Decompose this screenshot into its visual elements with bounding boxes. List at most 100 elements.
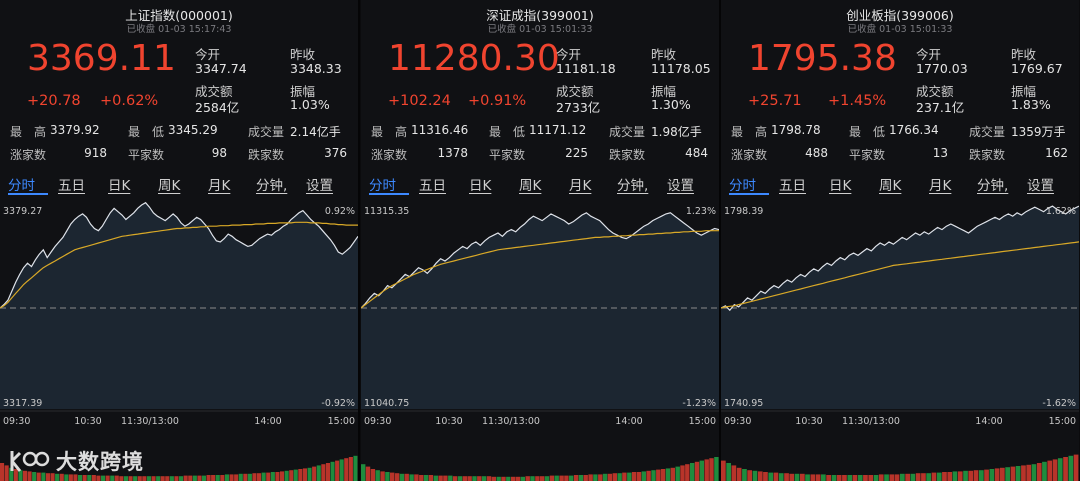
volume-bar (394, 473, 400, 481)
volume-bar (409, 474, 414, 481)
volume-bar (423, 475, 429, 481)
tab-five-day[interactable]: 五日 (779, 178, 806, 194)
volume-bar (307, 467, 312, 481)
volume-bar (926, 473, 931, 481)
volume-bar (137, 476, 142, 481)
time-label-2: 11:30/13:00 (121, 416, 179, 427)
volume-bar (1063, 457, 1068, 481)
low-label: 最 低 (489, 125, 526, 139)
volume-bar (50, 473, 55, 481)
volume-bar (1047, 460, 1053, 481)
volume-bar (452, 476, 458, 481)
tab-settings[interactable]: 设置 (1027, 178, 1054, 194)
volume-bar (569, 475, 574, 481)
tab-five-day[interactable]: 五日 (58, 178, 85, 194)
volume-bar (747, 470, 752, 481)
tab-settings[interactable]: 设置 (306, 178, 333, 194)
volume-bar (714, 457, 719, 481)
index-title: 创业板指(399006) (846, 8, 954, 23)
amplitude-value: 1.83% (1011, 97, 1051, 112)
volume-bar (399, 473, 405, 481)
low-label: 最 低 (849, 125, 886, 139)
active-tab-indicator (8, 193, 48, 195)
volume-bar (1036, 463, 1042, 481)
open-label: 今开 (556, 47, 582, 62)
flat-count-label: 平家数 (849, 148, 886, 162)
tab-timeshare[interactable]: 分时 (8, 178, 35, 194)
tab-minute[interactable]: 分钟, (977, 178, 1009, 194)
volume-bar (73, 474, 78, 481)
volume-label: 成交量 (248, 125, 285, 139)
volume-bar (247, 473, 252, 481)
volume-bar (598, 474, 603, 481)
volume-bar (472, 476, 477, 481)
volume-bar (146, 476, 151, 481)
tab-minute[interactable]: 分钟, (617, 178, 649, 194)
volume-bar (578, 475, 584, 481)
index-panel: 上证指数(000001) 已收盘 01-03 15:17:43 3369.11 +20… (0, 0, 358, 481)
volume-bar (752, 470, 758, 481)
volume-bar (868, 475, 874, 481)
time-label-0: 09:30 (364, 416, 391, 427)
tab-settings[interactable]: 设置 (667, 178, 694, 194)
volume-bar (894, 474, 900, 481)
rising-count: 1378 (437, 146, 468, 160)
time-label-2: 11:30/13:00 (482, 416, 540, 427)
tab-monthly-k[interactable]: 月K (208, 178, 231, 194)
volume-bar (133, 476, 138, 481)
flat-count: 98 (211, 146, 227, 160)
volume-bar (857, 475, 863, 481)
volume-bar (685, 464, 690, 481)
tab-five-day[interactable]: 五日 (419, 178, 446, 194)
panel-separator (358, 0, 360, 481)
tab-weekly-k[interactable]: 周K (879, 178, 902, 194)
price-change: +25.71 (748, 93, 802, 109)
intraday-chart: 11315.35 1.23% 11040.75 -1.23% 09:30 10:30 11:… (361, 206, 719, 481)
volume-bar (690, 463, 695, 481)
volume-bar (583, 475, 588, 481)
tab-daily-k[interactable]: 日K (469, 178, 492, 194)
volume-bar (365, 466, 371, 481)
volume-bar (564, 475, 569, 481)
volume-bar (973, 470, 979, 481)
price-change-pct: +1.45% (828, 93, 887, 109)
axis-min-value: 1740.95 (724, 398, 763, 409)
turnover-label: 成交额 (916, 84, 954, 99)
volume-bar (22, 470, 27, 481)
volume-bar (921, 473, 926, 481)
volume-bar (87, 475, 92, 481)
rising-count-label: 涨家数 (10, 148, 47, 162)
tab-minute[interactable]: 分钟, (256, 178, 288, 194)
volume-bar (165, 476, 170, 481)
time-label-0: 09:30 (3, 416, 30, 427)
amplitude-value: 1.03% (290, 97, 330, 112)
active-tab-indicator (729, 193, 769, 195)
volume-bar (481, 476, 487, 481)
open-value: 1770.03 (916, 61, 968, 76)
volume-bar (768, 472, 774, 481)
volume-bar (477, 476, 482, 481)
tab-weekly-k[interactable]: 周K (158, 178, 181, 194)
tab-timeshare[interactable]: 分时 (369, 178, 396, 194)
time-label-2: 11:30/13:00 (842, 416, 900, 427)
volume-bar (646, 470, 651, 481)
tab-timeshare[interactable]: 分时 (729, 178, 756, 194)
tab-daily-k[interactable]: 日K (829, 178, 852, 194)
volume-bar (588, 474, 593, 481)
volume-bar (1031, 464, 1037, 481)
volume-bar (312, 466, 317, 481)
volume-bar (726, 463, 731, 481)
tab-monthly-k[interactable]: 月K (569, 178, 592, 194)
current-price: 11280.30 (388, 38, 560, 79)
tab-weekly-k[interactable]: 周K (519, 178, 542, 194)
time-label-4: 15:00 (689, 416, 716, 427)
time-label-4: 15:00 (328, 416, 355, 427)
tab-monthly-k[interactable]: 月K (929, 178, 952, 194)
tab-daily-k[interactable]: 日K (108, 178, 131, 194)
volume-bar (915, 473, 921, 481)
low-value: 3345.29 (168, 123, 218, 137)
volume-bar (994, 468, 1000, 481)
volume-bar (778, 473, 784, 481)
market-status: 已收盘 01-03 15:01:33 (847, 24, 953, 35)
volume-bar (549, 475, 555, 481)
